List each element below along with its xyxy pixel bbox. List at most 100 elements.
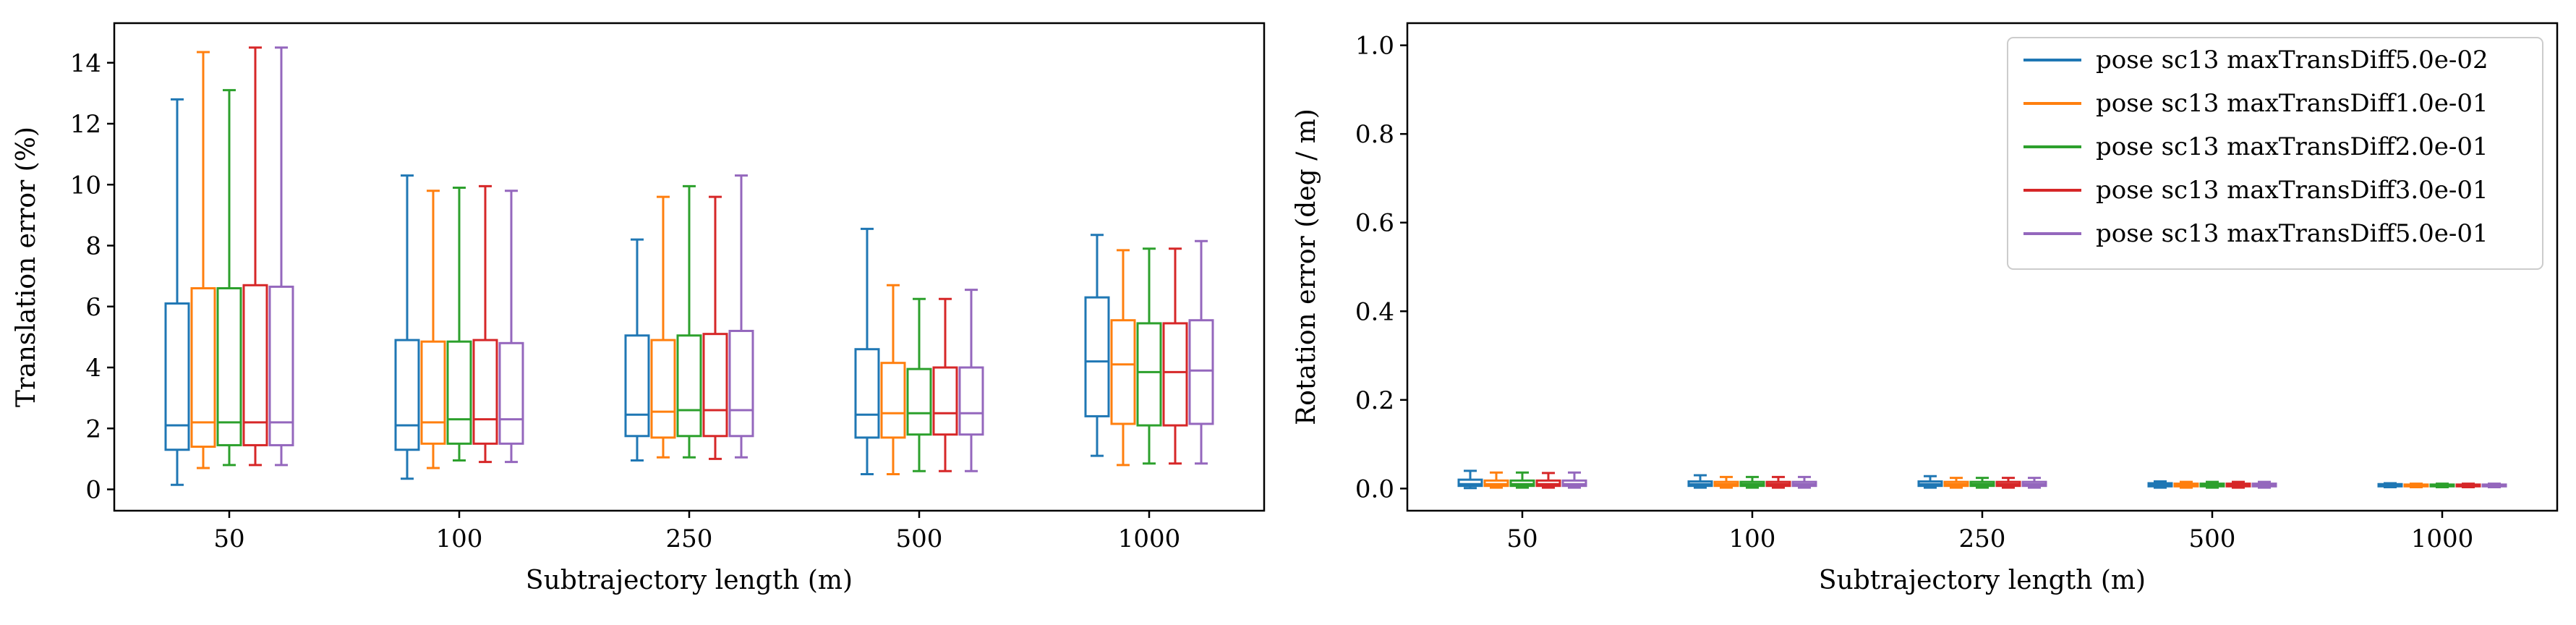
y-tick-label: 0 <box>85 476 101 505</box>
legend-item: pose sc13 maxTransDiff1.0e-01 <box>2023 89 2488 118</box>
box-iqr <box>164 302 190 451</box>
box-iqr <box>906 367 932 436</box>
box-50 <box>164 98 190 486</box>
box-iqr <box>446 340 472 445</box>
box-iqr <box>650 339 676 439</box>
box-100 <box>498 190 524 464</box>
legend-label: pose sc13 maxTransDiff3.0e-01 <box>2096 176 2488 205</box>
box-500 <box>2251 480 2277 489</box>
box-50 <box>1457 469 1483 490</box>
box-iqr <box>1084 296 1110 417</box>
box-iqr <box>190 286 216 448</box>
box-iqr <box>1162 322 1188 427</box>
box-100 <box>1765 475 1791 489</box>
series-5 <box>1561 471 2507 489</box>
box-500 <box>958 289 984 472</box>
legend-label: pose sc13 maxTransDiff5.0e-01 <box>2096 219 2488 248</box>
series-4 <box>1535 472 2481 489</box>
series-4 <box>242 46 1188 472</box>
box-1000 <box>2377 482 2403 489</box>
box-500 <box>880 284 906 475</box>
box-250 <box>702 195 728 460</box>
box-1000 <box>2403 482 2429 489</box>
legend-label: pose sc13 maxTransDiff1.0e-01 <box>2096 89 2488 118</box>
x-tick-label: 100 <box>1729 524 1776 553</box>
x-tick-label: 50 <box>213 524 244 553</box>
y-tick-label: 0.4 <box>1355 297 1394 326</box>
box-50 <box>216 89 242 467</box>
box-250 <box>728 174 754 459</box>
box-iqr <box>728 329 754 438</box>
x-axis-title: Subtrajectory length (m) <box>1819 566 2146 595</box>
box-250 <box>624 238 650 462</box>
legend-item: pose sc13 maxTransDiff2.0e-01 <box>2023 132 2488 161</box>
box-iqr <box>268 285 294 446</box>
series-2 <box>190 51 1136 475</box>
legend-item: pose sc13 maxTransDiff5.0e-02 <box>2023 46 2488 75</box>
box-iqr <box>880 362 906 439</box>
box-50 <box>1483 471 1509 489</box>
box-1000 <box>1188 239 1214 465</box>
x-tick-label: 250 <box>666 524 713 553</box>
box-1000 <box>2481 482 2507 489</box>
subplot-2: 0.0 0.2 0.4 0.6 0.8 1.0 50 100 250 500 1000 Subtraj… <box>1292 22 2559 595</box>
box-500 <box>932 297 958 472</box>
box-50 <box>1535 472 1561 489</box>
box-iqr <box>498 341 524 445</box>
legend-label: pose sc13 maxTransDiff2.0e-01 <box>2096 132 2488 161</box>
box-1000 <box>2455 482 2481 489</box>
y-axis-title: Translation error (%) <box>12 127 41 407</box>
box-1000 <box>1084 234 1110 457</box>
box-500 <box>2173 480 2199 489</box>
series-1 <box>164 98 1110 486</box>
box-iqr <box>394 339 420 451</box>
x-tick-label: 50 <box>1506 524 1538 553</box>
legend-item: pose sc13 maxTransDiff3.0e-01 <box>2023 176 2488 205</box>
box-500 <box>2147 480 2173 489</box>
y-tick-label: 1.0 <box>1355 32 1394 61</box>
box-iqr <box>1188 319 1214 425</box>
y-tick-label: 0.2 <box>1355 386 1394 415</box>
box-1000 <box>1136 247 1162 465</box>
series-2 <box>1483 471 2429 489</box>
box-50 <box>268 46 294 467</box>
box-iqr <box>958 366 984 436</box>
box-iqr <box>1136 322 1162 427</box>
x-tick-label: 1000 <box>2411 524 2474 553</box>
box-iqr <box>242 284 268 446</box>
box-100 <box>1791 475 1817 489</box>
y-tick-label: 4 <box>85 354 101 383</box>
y-tick-label: 2 <box>85 414 101 443</box>
x-tick-label: 500 <box>896 524 943 553</box>
legend-item: pose sc13 maxTransDiff5.0e-01 <box>2023 219 2488 248</box>
x-tick-label: 1000 <box>1118 524 1181 553</box>
box-100 <box>472 184 498 464</box>
box-250 <box>1995 477 2021 489</box>
legend-frame <box>2007 37 2543 270</box>
box-1000 <box>2429 482 2455 489</box>
box-50 <box>242 46 268 467</box>
box-50 <box>1561 471 1587 489</box>
box-100 <box>420 190 446 469</box>
series-3 <box>1509 471 2455 489</box>
box-iqr <box>216 286 242 446</box>
x-tick-label: 100 <box>436 524 483 553</box>
box-100 <box>394 174 420 480</box>
box-250 <box>2021 477 2047 489</box>
y-tick-label: 14 <box>70 49 101 78</box>
box-250 <box>650 195 676 459</box>
box-1000 <box>1110 249 1136 467</box>
box-100 <box>1713 475 1739 489</box>
box-500 <box>906 297 932 472</box>
x-tick-label: 250 <box>1959 524 2006 553</box>
box-100 <box>446 186 472 462</box>
box-250 <box>1969 477 1995 489</box>
series-5 <box>268 46 1214 472</box>
y-tick-label: 0.0 <box>1355 475 1394 503</box>
y-tick-label: 0.8 <box>1355 120 1394 149</box>
box-iqr <box>702 333 728 438</box>
y-axis-title: Rotation error (deg / m) <box>1292 109 1321 425</box>
box-500 <box>2199 480 2225 489</box>
